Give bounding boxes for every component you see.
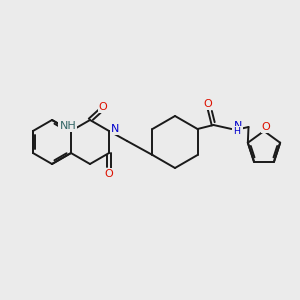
Text: N: N — [111, 124, 119, 134]
Text: O: O — [262, 122, 270, 132]
Text: O: O — [105, 169, 113, 179]
Text: NH: NH — [60, 121, 76, 131]
Text: H: H — [233, 128, 241, 136]
Text: O: O — [99, 102, 107, 112]
Text: N: N — [233, 121, 242, 131]
Text: O: O — [203, 99, 212, 109]
